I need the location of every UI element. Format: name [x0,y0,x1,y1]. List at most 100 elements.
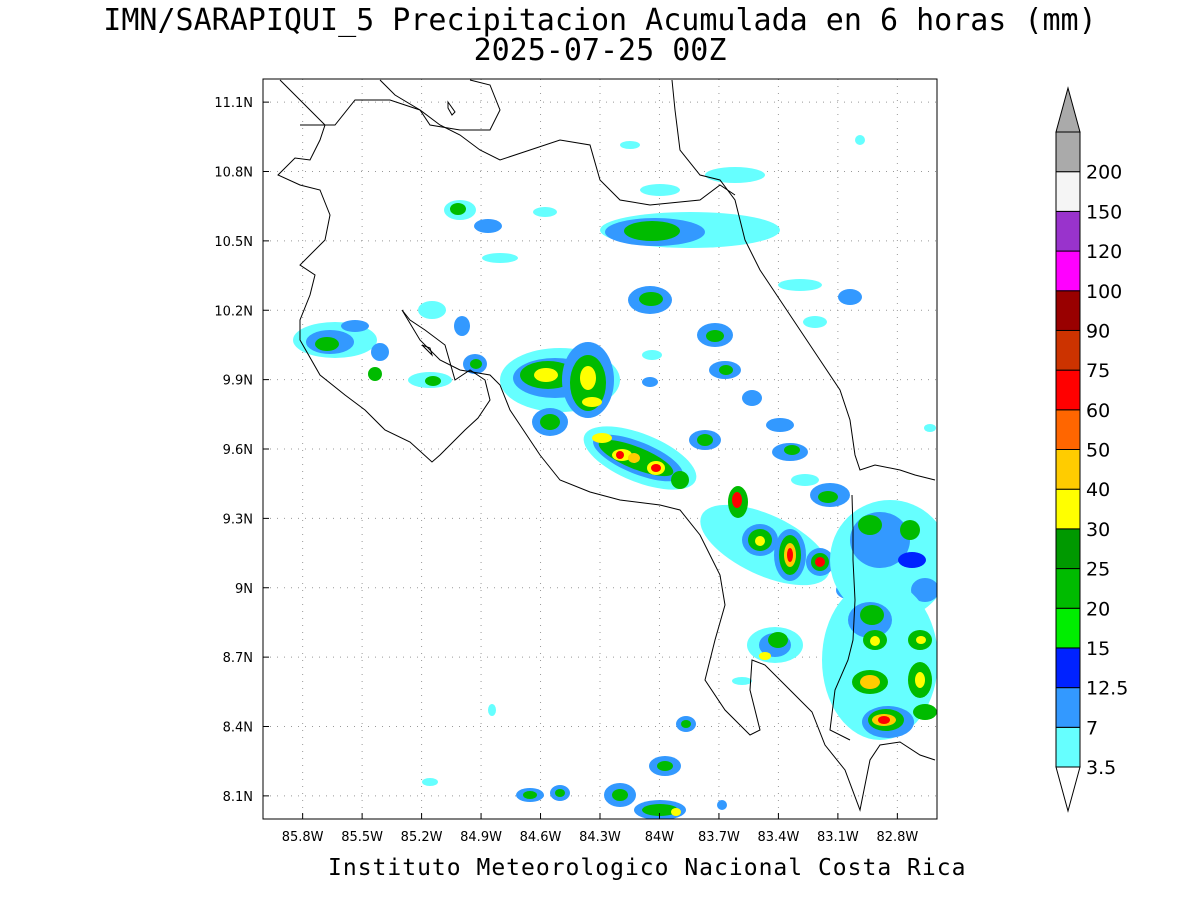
rain-area [870,636,880,646]
rain-area [592,433,612,443]
rain-area [450,203,466,215]
rain-area [368,367,382,381]
colorbar-swatch [1055,568,1081,609]
rain-area [642,377,658,387]
rain-area [898,552,926,568]
colorbar-label: 60 [1086,400,1110,422]
rain-area [911,578,937,602]
colorbar-swatch [1055,607,1081,649]
lon-tick-label: 85.2W [401,830,443,845]
rain-area [454,316,470,336]
rain-area [642,804,678,816]
colorbar-swatch [1055,488,1081,530]
lat-tick-label: 10.2N [214,304,253,319]
rain-area [791,474,819,486]
rain-area [642,350,662,360]
rain-area [628,453,640,463]
rain-area [616,451,624,459]
colorbar-swatch [1055,290,1081,331]
rain-area [639,292,663,306]
rain-area [612,789,628,801]
colorbar-swatch [1055,369,1081,411]
rain-area [371,343,389,361]
rain-area [482,253,518,263]
rain-area [755,536,765,546]
lon-tick-label: 85.8W [282,830,324,845]
lon-tick-label: 84.9W [460,830,502,845]
rain-area [705,167,765,183]
rain-area [803,316,827,328]
rain-area [784,445,800,455]
rain-area [474,219,502,233]
rain-area [787,548,793,562]
island-shape [447,100,456,116]
rain-area [470,359,482,369]
rain-area [838,289,862,305]
colorbar-swatch [1055,647,1081,689]
colorbar-label: 7 [1086,717,1098,739]
colorbar-label: 25 [1086,559,1110,581]
colorbar-swatch [1055,449,1081,490]
rain-area [640,184,680,196]
lat-tick-label: 10.5N [214,235,253,250]
lat-tick-label: 11.1N [214,96,253,111]
rain-area [900,520,920,540]
colorbar-swatch [1055,528,1081,570]
rain-area [315,337,339,351]
rain-area [818,491,838,503]
rain-area [719,365,733,375]
lon-tick-label: 84.3W [579,830,621,845]
colorbar-swatch [1055,171,1081,212]
colorbar-label: 75 [1086,360,1110,382]
rain-area [671,808,681,816]
rain-area [759,652,771,660]
rain-area [533,207,557,217]
rain-area [878,716,890,724]
rain-area [860,605,884,625]
lake-nicaragua [379,79,501,131]
lat-tick-label: 9.9N [223,374,253,389]
rain-area [523,791,537,799]
rain-area [681,720,691,728]
rain-area [924,424,936,432]
rain-area [778,279,822,291]
map-subtitle-date: 2025-07-25 00Z [473,33,727,68]
colorbar-min-arrow [1055,766,1081,813]
rain-area [422,778,438,786]
colorbar-swatch [1055,250,1081,292]
colorbar-label: 40 [1086,479,1110,501]
map-title: IMN/SARAPIQUI_5 Precipitacion Acumulada … [103,3,1097,38]
rain-area [915,672,925,688]
rain-area [651,464,661,472]
colorbar-swatch [1055,726,1081,768]
colorbar-max-arrow [1055,86,1081,133]
rain-area [913,704,937,720]
rain-area [766,418,794,432]
colorbar-swatch [1055,210,1081,252]
coastline-gulf-nicoya [401,309,936,812]
rain-area [620,141,640,149]
lon-tick-label: 83.4W [758,830,800,845]
coastline-pacific-north [277,79,491,463]
lon-tick-label: 82.8W [876,830,918,845]
rain-area [580,366,596,390]
rain-area [534,368,558,382]
map-axes: 85.8W 85.5W 85.2W 84.9W 84.6W 84.3W 84W 83.7W 83… [214,96,918,845]
rain-area [425,376,441,386]
rain-area [697,434,713,446]
border-nicaragua [300,99,736,206]
lon-tick-label: 84W [645,830,675,845]
colorbar-label: 3.5 [1086,757,1116,779]
rain-area [860,675,880,689]
colorbar-label: 120 [1086,241,1122,263]
rain-area [488,704,496,716]
lat-tick-label: 9.3N [223,512,253,527]
rain-area [418,301,446,319]
lon-tick-label: 84.6W [520,830,562,845]
rain-area [341,320,369,332]
colorbar-label: 200 [1086,162,1122,184]
rainfall-contours [293,135,937,819]
colorbar-label: 12.5 [1086,678,1128,700]
rain-area [916,636,926,644]
